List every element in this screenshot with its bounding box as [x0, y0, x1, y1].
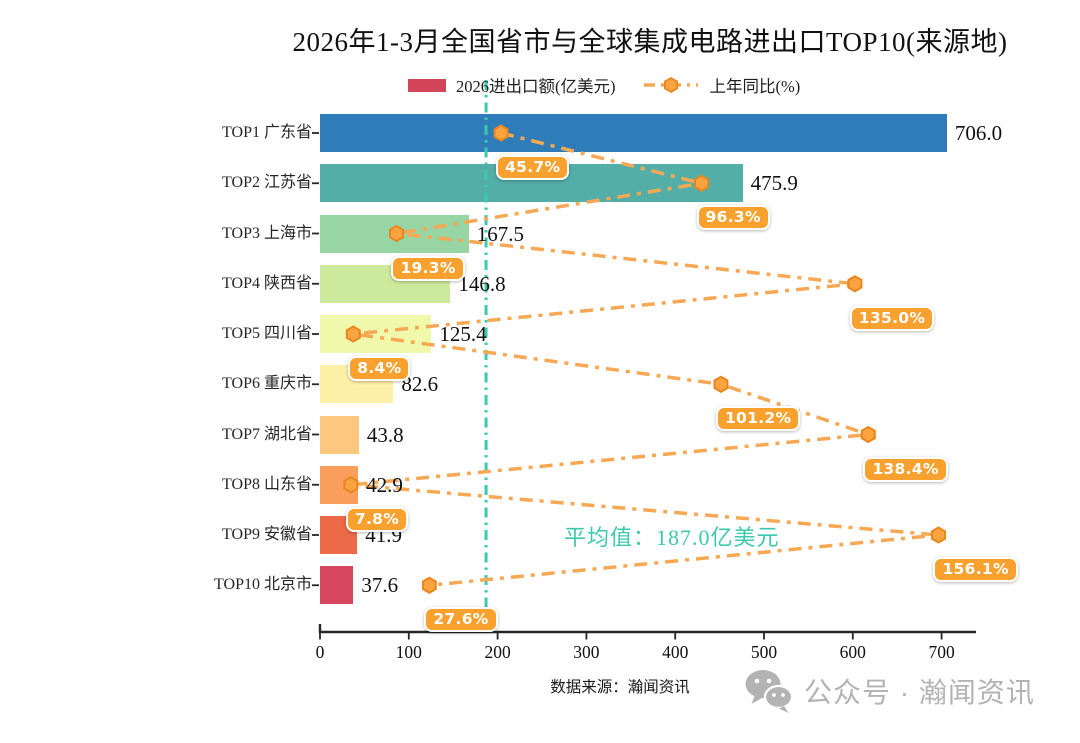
- watermark: 公众号 · 瀚闻资讯: [744, 668, 1035, 714]
- pct-label-top8: 7.8%: [345, 506, 409, 532]
- x-tick-label-0: 0: [315, 642, 325, 662]
- value-label-top1: 706.0: [954, 121, 1003, 145]
- marker-top10: [421, 576, 437, 594]
- marker-top6: [713, 375, 729, 393]
- x-tick-label-500: 500: [750, 642, 778, 662]
- value-label-top2: 475.9: [750, 171, 798, 196]
- bar-top5: [320, 315, 432, 353]
- legend: 2026进出口额(亿美元) 上年同比(%): [408, 73, 800, 97]
- marker-top2: [694, 174, 709, 192]
- marker-top5: [345, 325, 361, 343]
- legend-bar-label: 2026进出口额(亿美元): [456, 77, 616, 96]
- legend-bar-swatch: [408, 78, 446, 92]
- pct-label-top10: 27.6%: [424, 607, 498, 633]
- y-label-top6: TOP6 重庆市: [222, 375, 312, 393]
- value-label-top5: 125.4: [439, 322, 487, 346]
- value-label-top10: 37.6: [361, 573, 399, 598]
- x-tick-label-200: 200: [484, 642, 511, 662]
- marker-top1: [493, 124, 509, 142]
- x-tick-label-400: 400: [662, 642, 689, 662]
- y-label-top7: TOP7 湖北省: [222, 425, 312, 443]
- data-source: 数据来源：瀚闻资讯: [550, 679, 690, 696]
- pct-label-top7: 138.4%: [863, 456, 948, 482]
- pct-label-top1: 45.7%: [496, 155, 570, 180]
- bar-top10: [320, 566, 354, 605]
- marker-top4: [847, 275, 863, 293]
- marker-top9: [931, 526, 946, 544]
- legend-line-label: 上年同比(%): [709, 77, 801, 96]
- legend-line-swatch: [643, 76, 698, 94]
- chart-title: 2026年1-3月全国省市与全球集成电路进出口TOP10(来源地): [292, 27, 1008, 57]
- pct-label-top9: 156.1%: [933, 557, 1018, 582]
- y-label-top3: TOP3 上海市: [222, 224, 312, 242]
- y-label-top2: TOP2 江苏省: [222, 174, 312, 192]
- pct-label-top2: 96.3%: [696, 205, 770, 231]
- x-tick-label-600: 600: [839, 642, 866, 662]
- watermark-text: 公众号 · 瀚闻资讯: [804, 677, 1035, 708]
- average-value-label: 平均值：187.0亿美元: [564, 525, 780, 550]
- pct-label-top5: 8.4%: [348, 356, 411, 381]
- wechat-icon: [745, 670, 794, 713]
- y-label-top4: TOP4 陕西省: [222, 274, 312, 292]
- marker-top8: [343, 476, 359, 494]
- y-label-top1: TOP1 广东省: [222, 124, 312, 141]
- pct-label-top6: 101.2%: [715, 406, 801, 432]
- yoy-line: [349, 131, 941, 588]
- x-tick-label-700: 700: [928, 642, 955, 662]
- y-label-top8: TOP8 山东省: [222, 475, 312, 493]
- y-label-top10: TOP10 北京市: [214, 576, 312, 594]
- bar-top1: [320, 114, 947, 152]
- x-tick-label-300: 300: [573, 642, 600, 662]
- bar-top7: [320, 415, 359, 454]
- x-tick-label-100: 100: [395, 642, 422, 662]
- value-label-top7: 43.8: [366, 422, 404, 447]
- y-label-top5: TOP5 四川省: [222, 325, 312, 342]
- value-label-top4: 146.8: [458, 271, 506, 296]
- value-label-top3: 167.5: [476, 221, 524, 246]
- pct-label-top4: 135.0%: [849, 305, 935, 331]
- value-label-top8: 42.9: [366, 472, 403, 497]
- marker-top7: [860, 425, 876, 444]
- y-label-top9: TOP9 安徽省: [222, 526, 312, 543]
- pct-label-top3: 19.3%: [391, 255, 465, 281]
- marker-top3: [389, 224, 404, 243]
